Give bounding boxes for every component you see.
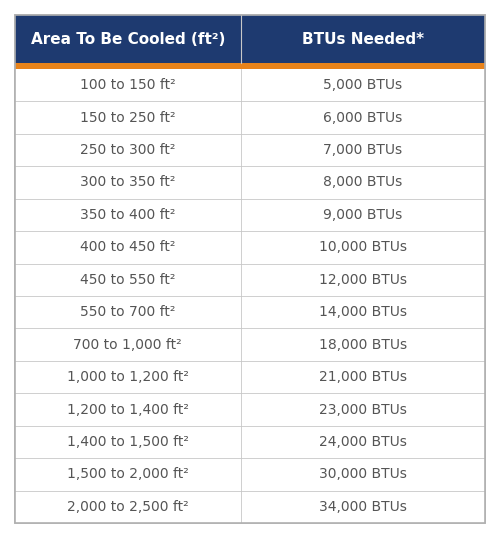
Text: 12,000 BTUs: 12,000 BTUs [319,273,407,287]
Text: 14,000 BTUs: 14,000 BTUs [319,305,407,319]
Text: 30,000 BTUs: 30,000 BTUs [319,468,406,482]
Text: 1,000 to 1,200 ft²: 1,000 to 1,200 ft² [67,370,188,384]
Bar [15,328,485,361]
Text: 100 to 150 ft²: 100 to 150 ft² [80,78,176,92]
Text: 450 to 550 ft²: 450 to 550 ft² [80,273,176,287]
Text: 34,000 BTUs: 34,000 BTUs [319,500,406,514]
Text: 150 to 250 ft²: 150 to 250 ft² [80,111,176,125]
Bar [15,63,485,69]
Text: 550 to 700 ft²: 550 to 700 ft² [80,305,176,319]
Text: 24,000 BTUs: 24,000 BTUs [319,435,406,449]
Bar [15,264,485,296]
Text: 300 to 350 ft²: 300 to 350 ft² [80,175,176,189]
Bar [15,102,485,134]
Text: 1,500 to 2,000 ft²: 1,500 to 2,000 ft² [67,468,188,482]
Text: 6,000 BTUs: 6,000 BTUs [323,111,402,125]
Text: 21,000 BTUs: 21,000 BTUs [319,370,407,384]
Text: 350 to 400 ft²: 350 to 400 ft² [80,208,176,222]
Bar [15,361,485,393]
Text: 700 to 1,000 ft²: 700 to 1,000 ft² [74,338,182,352]
Bar [15,199,485,231]
Text: 400 to 450 ft²: 400 to 450 ft² [80,240,176,254]
Text: 2,000 to 2,500 ft²: 2,000 to 2,500 ft² [67,500,188,514]
Text: 18,000 BTUs: 18,000 BTUs [318,338,407,352]
Text: BTUs Needed*: BTUs Needed* [302,32,424,46]
Bar [15,166,485,199]
Bar [15,426,485,458]
Text: 8,000 BTUs: 8,000 BTUs [323,175,402,189]
Bar [15,134,485,166]
Text: 5,000 BTUs: 5,000 BTUs [323,78,402,92]
Text: 1,400 to 1,500 ft²: 1,400 to 1,500 ft² [67,435,188,449]
Bar [15,15,485,63]
Bar [15,231,485,264]
Bar [15,491,485,523]
Bar [15,458,485,491]
Bar [15,69,485,102]
Text: 250 to 300 ft²: 250 to 300 ft² [80,143,176,157]
Text: 9,000 BTUs: 9,000 BTUs [323,208,402,222]
Bar [15,393,485,426]
Text: 10,000 BTUs: 10,000 BTUs [319,240,407,254]
Text: 23,000 BTUs: 23,000 BTUs [319,402,406,416]
Text: 7,000 BTUs: 7,000 BTUs [323,143,402,157]
Text: Area To Be Cooled (ft²): Area To Be Cooled (ft²) [30,32,225,46]
Text: 1,200 to 1,400 ft²: 1,200 to 1,400 ft² [67,402,188,416]
Bar [15,296,485,328]
